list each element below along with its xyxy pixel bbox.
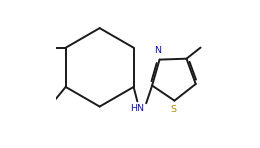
Text: S: S [170, 105, 176, 114]
Text: HN: HN [130, 104, 144, 113]
Text: N: N [154, 46, 161, 55]
